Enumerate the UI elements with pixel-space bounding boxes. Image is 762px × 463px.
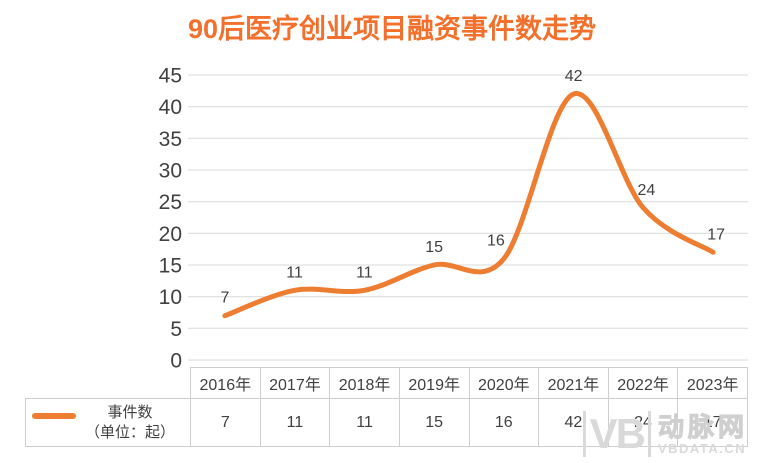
y-tick-label: 10 xyxy=(159,286,182,309)
data-label: 15 xyxy=(425,239,443,256)
table-value-cell: 16 xyxy=(468,399,539,446)
table-value-cell: 11 xyxy=(329,399,399,446)
y-tick-label: 30 xyxy=(159,160,182,183)
y-tick-label: 45 xyxy=(159,65,182,88)
y-tick-label: 40 xyxy=(159,96,182,119)
data-label: 24 xyxy=(638,182,656,199)
y-tick-label: 15 xyxy=(159,255,182,278)
y-tick-label: 35 xyxy=(159,128,182,151)
table-value-row: 事件数 （单位：起） 7 11 11 15 16 42 24 17 xyxy=(25,398,748,447)
data-label: 16 xyxy=(487,233,505,250)
table-value-cell: 11 xyxy=(259,399,330,446)
table-value-cell: 24 xyxy=(607,399,678,446)
legend-series-label: 事件数 （单位：起） xyxy=(76,403,184,443)
y-tick-label: 0 xyxy=(170,350,182,373)
y-tick-label: 5 xyxy=(170,318,182,341)
table-header-row: 2016年 2017年 2018年 2019年 2020年 2021年 2022年 2023年 xyxy=(190,367,748,398)
legend: 事件数 （单位：起） xyxy=(25,399,190,446)
series-line xyxy=(222,91,716,319)
table-header-cell: 2018年 xyxy=(329,368,399,398)
table-header-cell: 2022年 xyxy=(607,368,678,398)
data-label: 42 xyxy=(565,68,583,85)
table-value-cell: 42 xyxy=(538,399,608,446)
watermark-text: 动脉网 VBDATA.CN xyxy=(657,411,748,456)
legend-series-name: 事件数 xyxy=(107,404,153,421)
table-header-cell: 2020年 xyxy=(468,368,539,398)
vbdata-logo-icon: VB xyxy=(582,411,651,457)
data-label: 11 xyxy=(356,264,373,281)
table-header-cell: 2016年 xyxy=(190,368,260,398)
table-value-cell: 7 xyxy=(190,399,260,446)
y-tick-label: 20 xyxy=(159,223,182,246)
table-header-cell: 2023年 xyxy=(677,368,747,398)
y-tick-label: 25 xyxy=(159,191,182,214)
table-value-cell: 15 xyxy=(398,399,469,446)
watermark: VB 动脉网 VBDATA.CN xyxy=(582,411,748,457)
table-header-cell: 2019年 xyxy=(398,368,469,398)
table-value-cell: 17 xyxy=(677,399,747,446)
watermark-site: VBDATA.CN xyxy=(657,440,747,456)
table-header-cell: 2017年 xyxy=(259,368,330,398)
legend-line-swatch xyxy=(32,413,76,419)
legend-series-unit: （单位：起） xyxy=(84,424,175,441)
table-value-cells: 7 11 11 15 16 42 24 17 xyxy=(190,399,747,446)
data-label: 11 xyxy=(286,264,303,281)
chart-title: 90后医疗创业项目融资事件数走势 xyxy=(187,14,597,44)
data-label: 17 xyxy=(707,226,725,243)
table-header-cell: 2021年 xyxy=(538,368,608,398)
watermark-name: 动脉网 xyxy=(657,411,748,442)
data-label: 7 xyxy=(220,290,229,307)
